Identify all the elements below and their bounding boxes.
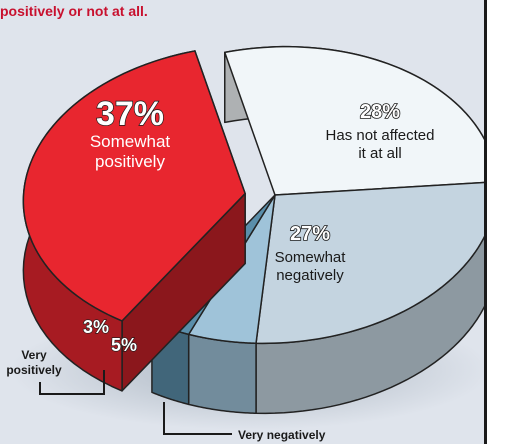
slice-label-somewhat-positively-line-2: positively [95, 152, 165, 171]
callout-line-very-negatively [163, 402, 232, 435]
slice-value-very-negatively: 5% [111, 335, 137, 355]
slice-value-somewhat-positively: 37% [96, 95, 164, 133]
callout-label-very-positively-line-2: positively [6, 363, 62, 377]
callout-label-very-positively-line-1: Very [21, 348, 47, 362]
pie-slice-has-not-affected-it-at-all [224, 45, 484, 211]
adjacent-column-edge [484, 0, 509, 444]
chart-subtitle: positively or not at all. [0, 3, 148, 19]
slice-value-very-positively: 3% [83, 317, 109, 337]
slice-label-somewhat-negatively-line-1: Somewhat [275, 249, 347, 266]
slice-label-somewhat-positively-line-1: Somewhat [90, 132, 171, 151]
callout-line-very-positively [39, 370, 105, 395]
slice-label-somewhat-negatively-line-2: negatively [276, 267, 344, 284]
slice-value-somewhat-negatively: 27% [290, 223, 330, 245]
slice-label-has-not-affected-it-at-all-line-2: it at all [358, 145, 401, 162]
slice-value-has-not-affected-it-at-all: 28% [360, 101, 400, 123]
pie-slice-somewhat-positively [22, 50, 246, 392]
slice-label-has-not-affected-it-at-all-line-1: Has not affected [326, 127, 435, 144]
callout-label-very-negatively: Very negatively [238, 428, 326, 442]
